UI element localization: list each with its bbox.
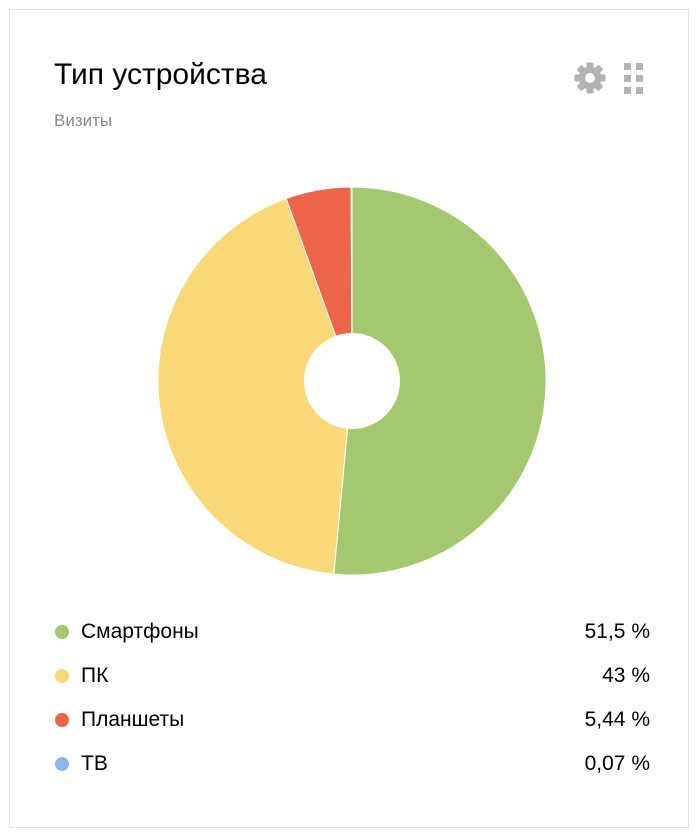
widget-subtitle: Визиты [54, 111, 113, 130]
device-donut-chart [157, 186, 547, 576]
legend-item[interactable]: Смартфоны 51,5 % [54, 610, 650, 654]
legend-label: Планшеты [81, 708, 185, 731]
grip-dots-icon[interactable] [622, 61, 646, 95]
gear-icon[interactable] [573, 61, 607, 95]
legend-label: ТВ [81, 752, 108, 775]
donut-hole [304, 333, 400, 429]
pie-slice-3[interactable] [350, 186, 353, 382]
legend-value: 51,5 % [584, 620, 650, 643]
legend-color-dot [55, 757, 69, 771]
legend-color-dot [55, 625, 69, 639]
legend-item[interactable]: ПК 43 % [54, 654, 650, 698]
widget-title: Тип устройства [54, 58, 267, 91]
pie-slice-0[interactable] [333, 186, 547, 576]
device-type-widget: Тип устройства Визиты С [9, 9, 689, 828]
legend-item[interactable]: Планшеты 5,44 % [54, 698, 650, 742]
legend-value: 0,07 % [584, 752, 650, 775]
legend-color-dot [55, 669, 69, 683]
legend-label: Смартфоны [81, 620, 199, 643]
legend-item[interactable]: ТВ 0,07 % [54, 742, 650, 786]
legend-value: 5,44 % [584, 708, 650, 731]
chart-legend: Смартфоны 51,5 % ПК 43 % Планшеты 5,44 % ТВ 0,0… [54, 610, 650, 786]
legend-color-dot [55, 713, 69, 727]
pie-slice-1[interactable] [157, 197, 353, 575]
legend-value: 43 % [602, 664, 650, 687]
legend-label: ПК [81, 664, 109, 687]
